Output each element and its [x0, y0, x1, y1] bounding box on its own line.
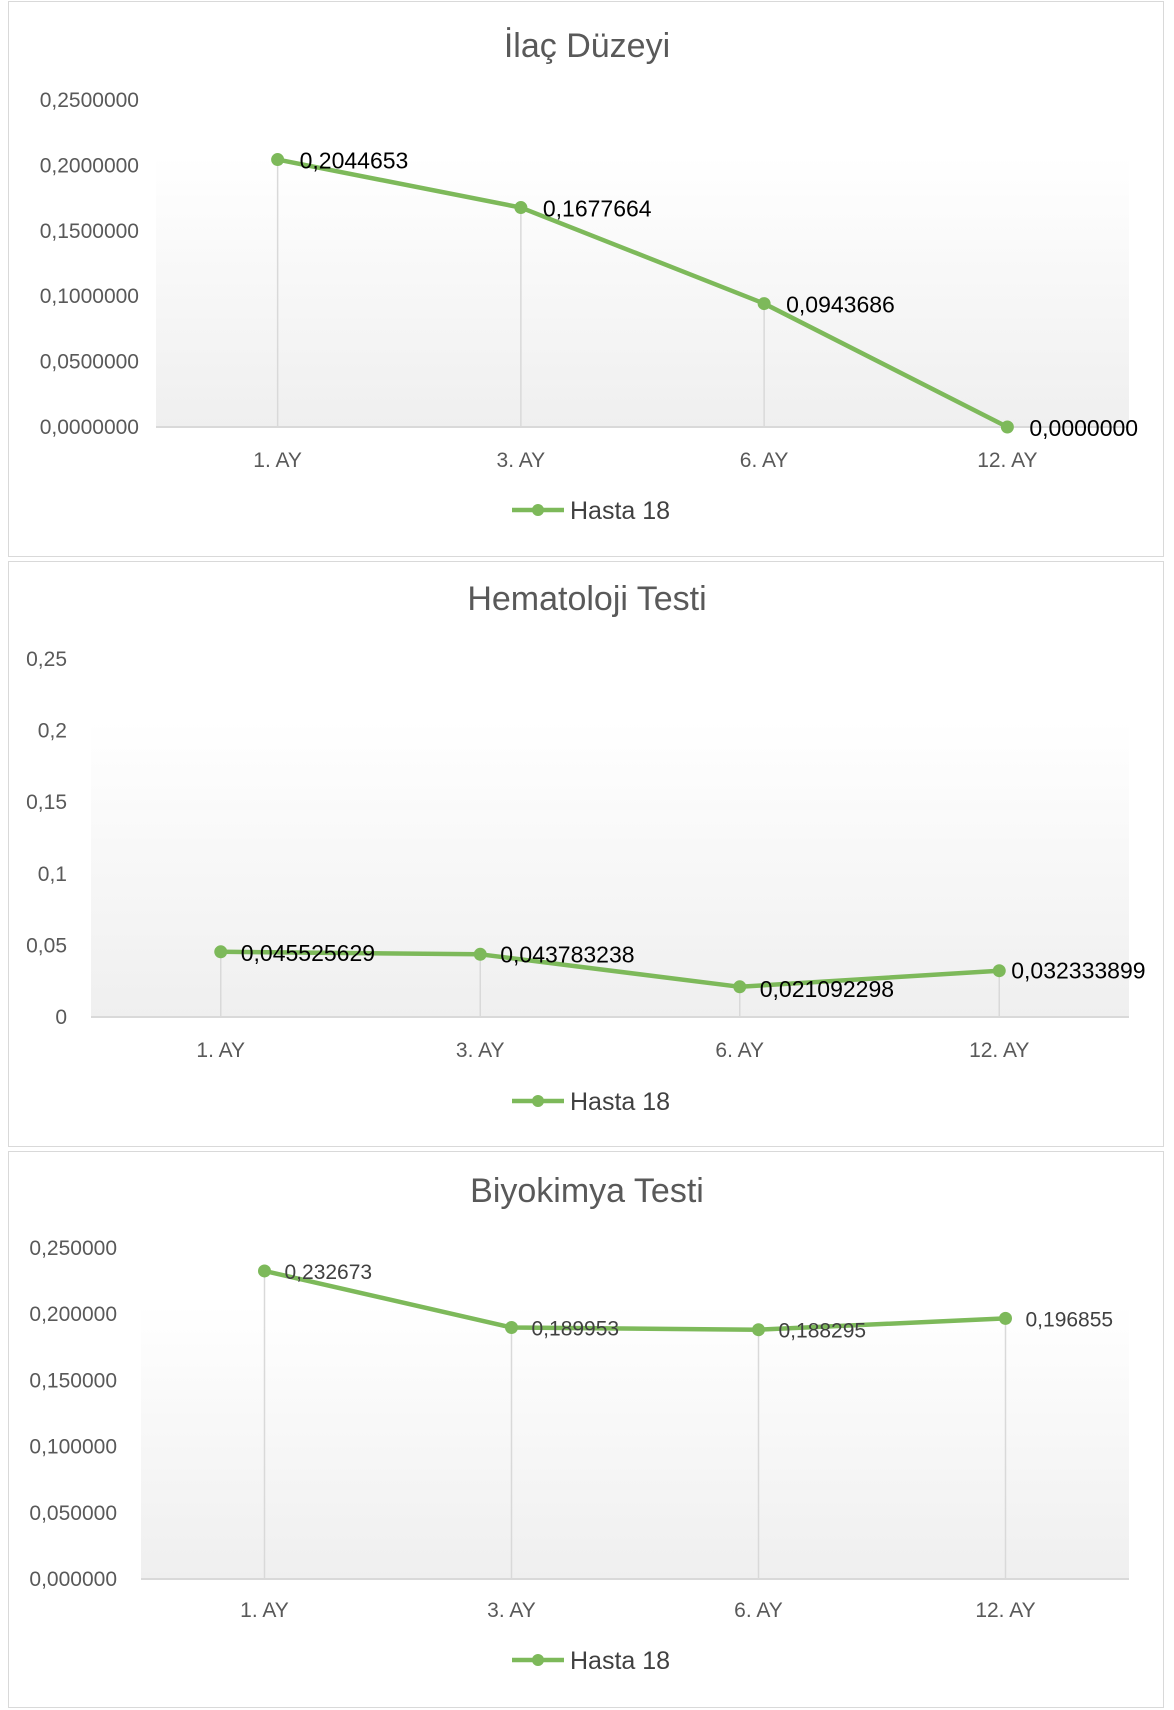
x-tick-label: 12. AY: [969, 1039, 1029, 1062]
data-label: 0,196855: [1026, 1308, 1114, 1331]
y-tick-label: 0,100000: [29, 1436, 117, 1459]
y-tick-label: 0,050000: [29, 1502, 117, 1525]
y-tick-label: 0,000000: [29, 1568, 117, 1591]
y-tick-label: 0,25: [26, 648, 67, 671]
y-tick-label: 0,200000: [29, 1303, 117, 1326]
chart-panel-hematoloji-testi: Hematoloji Testi 0 0,05 0,1 0,15 0,2 0,25 0,045…: [8, 561, 1164, 1147]
data-point-marker: [214, 945, 228, 959]
chart-panel-ilac-duzeyi: İlaç Düzeyi 0,0000000 0,0500000 0,1000000 0,…: [8, 1, 1164, 557]
x-tick-label: 3. AY: [487, 1599, 536, 1622]
chart-svg-ilac-duzeyi: İlaç Düzeyi 0,0000000 0,0500000 0,1000000 0,…: [40, 27, 1138, 525]
data-point-marker: [999, 1311, 1012, 1325]
data-point-marker: [505, 1321, 518, 1335]
legend-label: Hasta 18: [570, 1088, 670, 1116]
x-tick-label: 3. AY: [456, 1039, 505, 1062]
legend-marker-swatch: [532, 1654, 544, 1666]
plot-area: [91, 720, 1129, 1017]
x-tick-label: 6. AY: [734, 1599, 783, 1622]
data-label: 0,043783238: [500, 941, 634, 967]
data-label: 0,232673: [285, 1261, 373, 1284]
chart-title-hematoloji-testi: Hematoloji Testi: [467, 580, 706, 618]
data-point-marker: [271, 153, 285, 167]
y-tick-label: 0,0000000: [40, 416, 139, 439]
x-tick-label: 1. AY: [196, 1039, 245, 1062]
x-tick-label: 12. AY: [977, 449, 1037, 472]
chart-svg-biyokimya-testi: Biyokimya Testi 0,000000 0,050000 0,100000 0…: [29, 1172, 1129, 1675]
legend-label: Hasta 18: [570, 497, 670, 525]
data-point-marker: [258, 1264, 271, 1278]
y-tick-label: 0,1000000: [40, 285, 139, 308]
chart-title-biyokimya-testi: Biyokimya Testi: [470, 1172, 704, 1210]
y-tick-label: 0,2: [38, 720, 67, 743]
x-tick-label: 12. AY: [975, 1599, 1035, 1622]
y-tick-label: 0,150000: [29, 1369, 117, 1392]
chart-panel-biyokimya-testi: Biyokimya Testi 0,000000 0,050000 0,100000 0…: [8, 1151, 1164, 1708]
legend-marker-swatch: [532, 504, 544, 516]
y-tick-label: 0,2000000: [40, 154, 139, 177]
plot-area: [156, 155, 1129, 427]
plot-area: [141, 1304, 1129, 1579]
chart-title-ilac-duzeyi: İlaç Düzeyi: [504, 27, 670, 65]
y-tick-label: 0,1: [38, 863, 67, 886]
data-point-marker: [757, 297, 771, 311]
data-point-marker: [514, 201, 528, 215]
y-tick-label: 0,0500000: [40, 351, 139, 374]
x-tick-label: 6. AY: [715, 1039, 764, 1062]
y-tick-label: 0,05: [26, 934, 67, 957]
y-tick-label: 0,15: [26, 791, 67, 814]
x-tick-label: 1. AY: [253, 449, 302, 472]
data-label: 0,021092298: [760, 976, 894, 1002]
data-point-marker: [752, 1323, 765, 1337]
x-tick-label: 6. AY: [740, 449, 789, 472]
x-tick-label: 3. AY: [497, 449, 546, 472]
data-label: 0,188295: [779, 1320, 867, 1343]
data-label: 0,189953: [532, 1318, 620, 1341]
x-tick-label: 1. AY: [240, 1599, 289, 1622]
data-point-marker: [733, 980, 747, 994]
data-point-marker: [1000, 420, 1014, 434]
data-label: 0,1677664: [543, 196, 652, 222]
y-tick-label: 0,2500000: [40, 89, 139, 112]
data-label: 0,2044653: [300, 148, 409, 174]
data-label: 0,0000000: [1029, 415, 1138, 441]
data-point-marker: [992, 964, 1006, 978]
data-label: 0,045525629: [241, 940, 375, 966]
y-tick-label: 0,1500000: [40, 220, 139, 243]
chart-svg-hematoloji-testi: Hematoloji Testi 0 0,05 0,1 0,15 0,2 0,25 0,045…: [26, 580, 1145, 1116]
series-line-hasta-18: [275, 157, 1010, 430]
series-line-hasta-18: [262, 1268, 1008, 1332]
data-label: 0,0943686: [786, 292, 895, 318]
data-point-marker: [473, 947, 487, 961]
series-line-hasta-18: [218, 949, 1002, 990]
legend-label: Hasta 18: [570, 1647, 670, 1675]
data-label: 0,032333899: [1011, 958, 1145, 984]
y-tick-label: 0: [55, 1006, 67, 1029]
legend-marker-swatch: [532, 1095, 544, 1107]
y-tick-label: 0,250000: [29, 1237, 117, 1260]
